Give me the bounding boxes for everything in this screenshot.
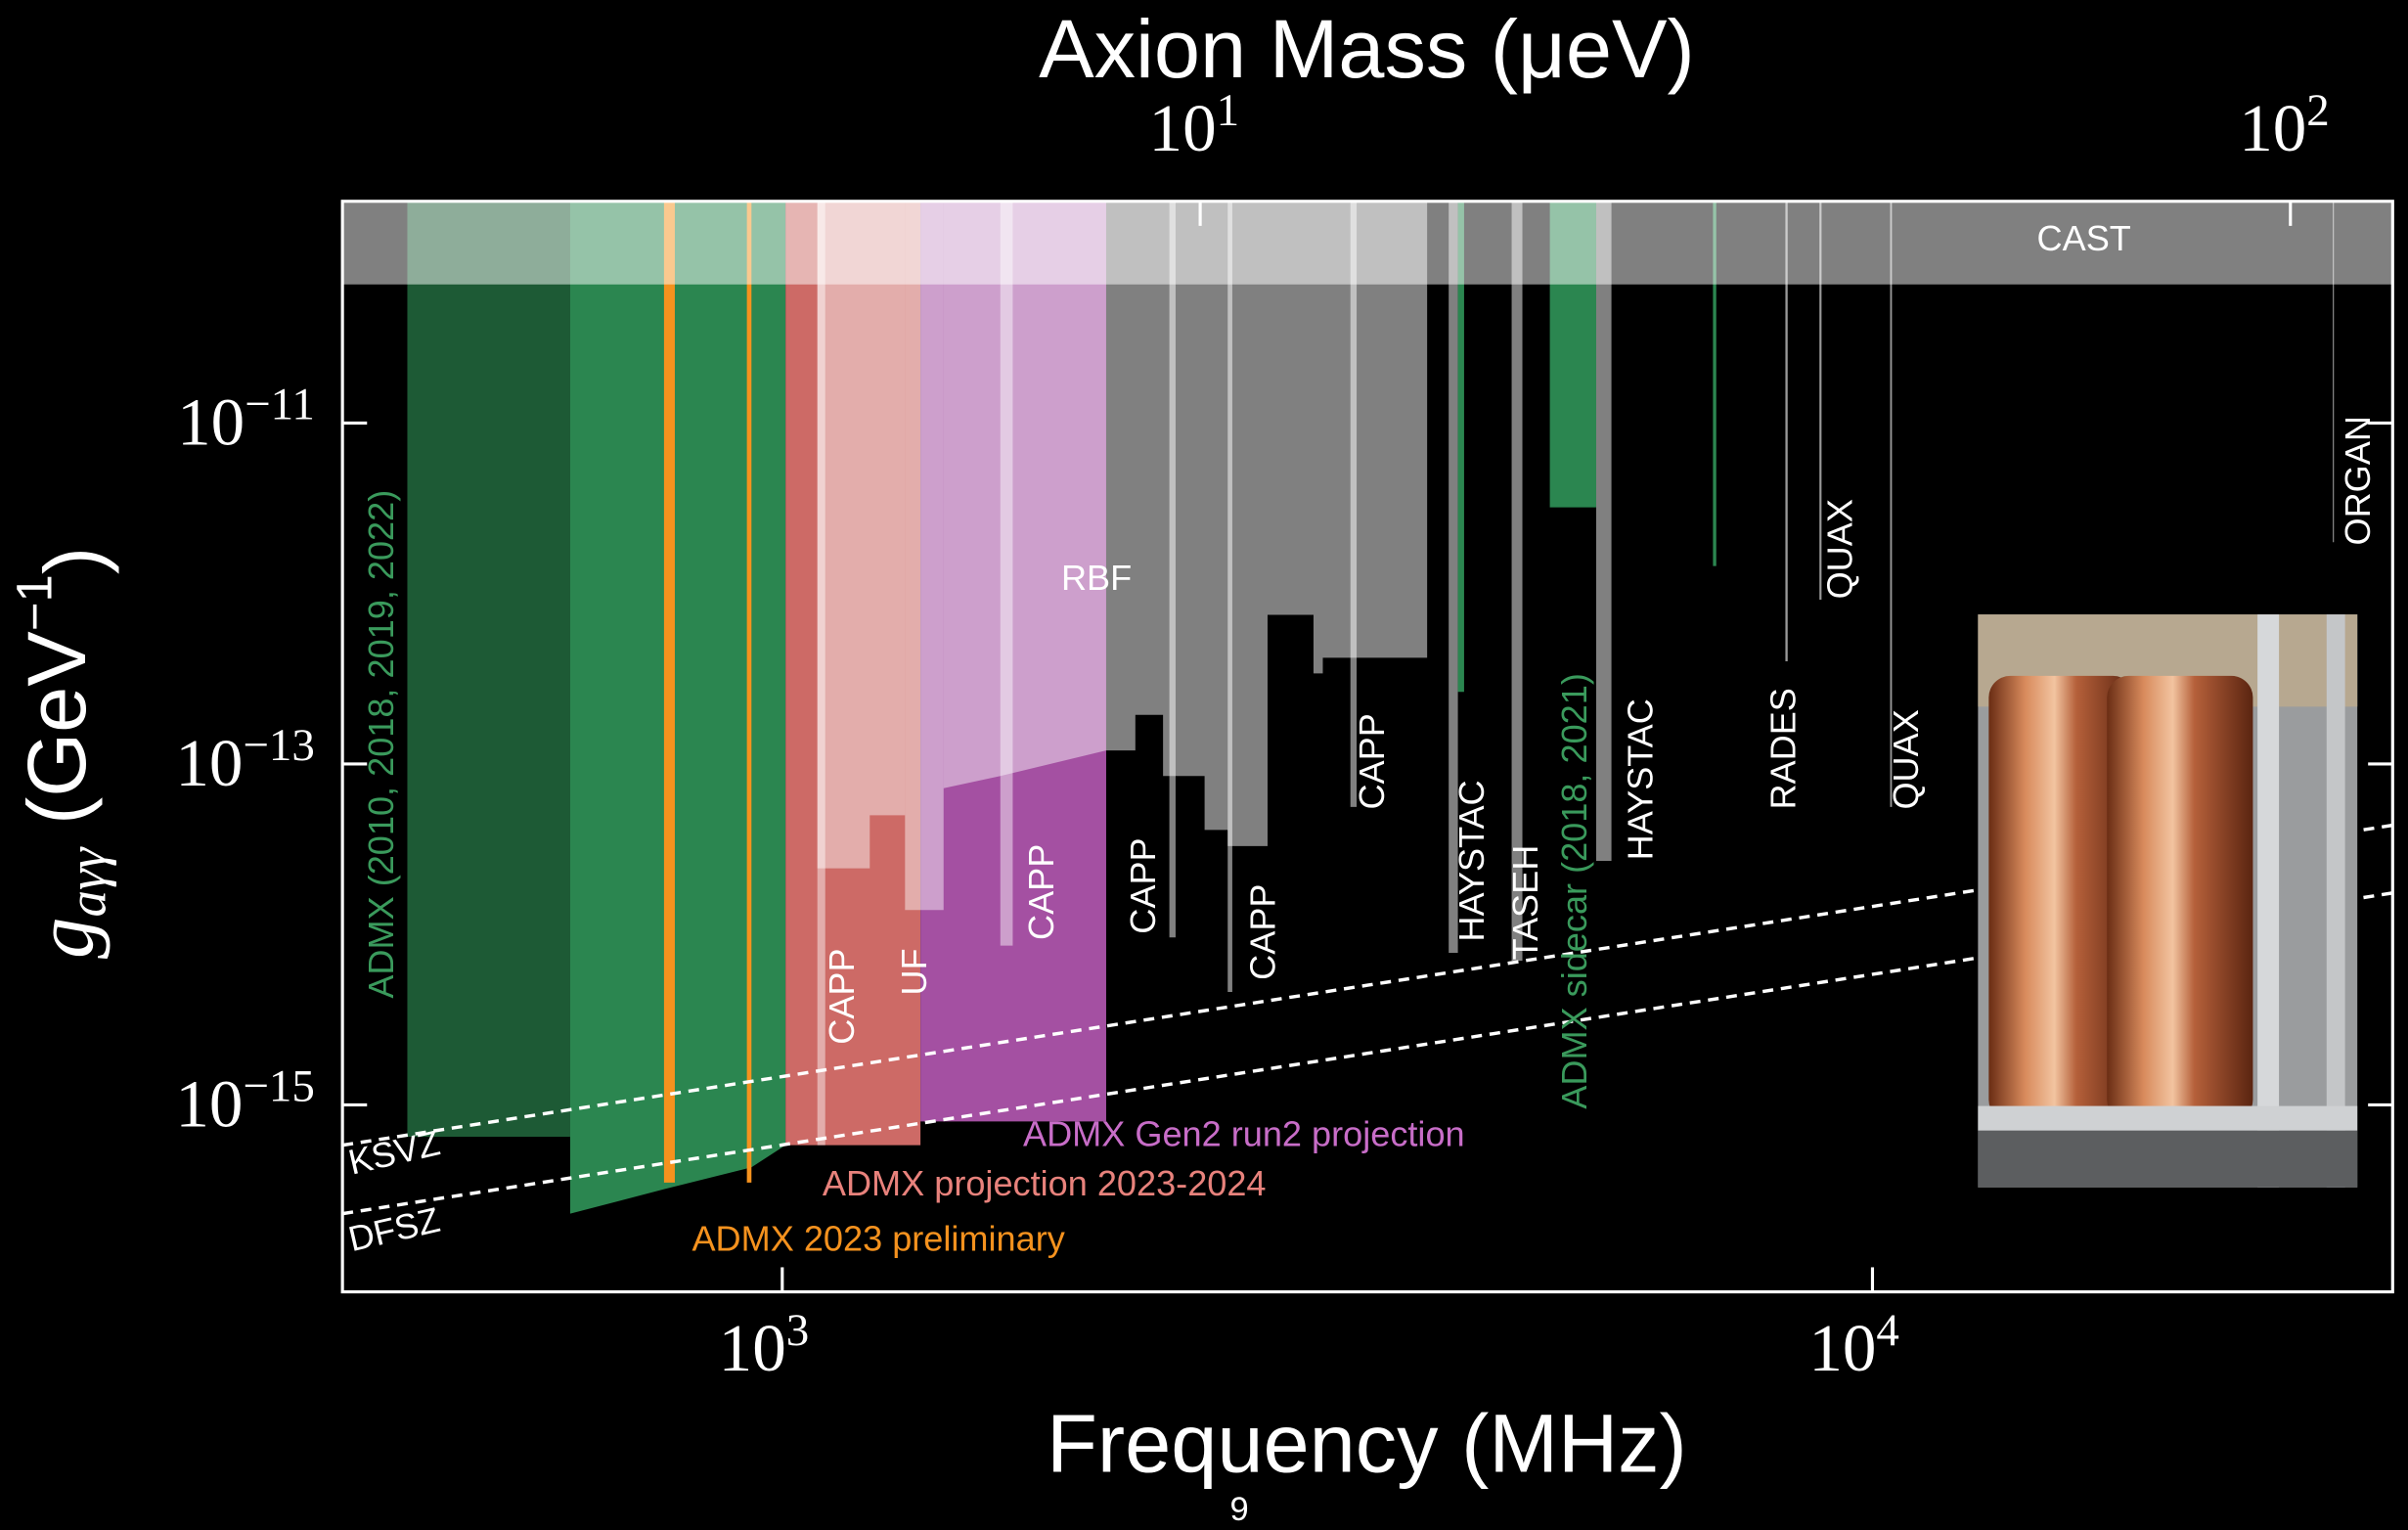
inset-photo <box>1978 614 2357 1188</box>
region-label: ORGAN <box>2338 416 2378 545</box>
page-number: 9 <box>1230 1491 1249 1528</box>
region-label: UF <box>894 948 934 995</box>
exclusion-region <box>1001 202 1013 946</box>
exclusion-region <box>664 202 675 1183</box>
region-label: CAPP <box>1242 883 1282 979</box>
region-label: ADMX projection 2023-2024 <box>823 1163 1267 1203</box>
region-label: RADES <box>1763 688 1804 809</box>
region-label: HAYSTAC <box>1451 780 1492 941</box>
x-axis-title: Frequency (MHz) <box>1047 1397 1687 1490</box>
exclusion-region <box>818 202 906 869</box>
exclusion-region <box>407 202 570 1137</box>
region-label: CAPP <box>822 948 862 1044</box>
region-label: ADMX Gen2 run2 projection <box>1023 1114 1465 1154</box>
region-label: ADMX (2010, 2018, 2019, 2022) <box>361 490 401 999</box>
region-label: RBF <box>1061 558 1132 598</box>
region-label: ADMX sidecar (2018, 2021) <box>1554 673 1594 1109</box>
exclusion-region <box>905 202 943 911</box>
photo-floor <box>1978 1131 2357 1188</box>
exclusion-region <box>1170 202 1176 938</box>
frame-post <box>2257 614 2279 1188</box>
page: Axion Mass (μeV) Frequency (MHz) gaγγ (G… <box>0 0 2408 1530</box>
exclusion-region <box>1227 202 1232 992</box>
exclusion-region <box>944 202 1106 788</box>
region-label: ADMX 2023 preliminary <box>691 1218 1064 1258</box>
region-label: QUAX <box>1886 709 1926 809</box>
region-label: TASEH <box>1505 845 1545 961</box>
exclusion-region <box>570 202 785 1214</box>
frame-post <box>2327 614 2345 1188</box>
region-label: CAST <box>2037 218 2131 258</box>
exclusion-region <box>747 202 752 1183</box>
region-label: CAPP <box>1021 844 1061 940</box>
region-label: CAPP <box>1352 713 1392 809</box>
region-label: HAYSTAC <box>1621 698 1661 860</box>
chart: Axion Mass (μeV) Frequency (MHz) gaγγ (G… <box>0 0 2408 1530</box>
cavity <box>2107 676 2252 1121</box>
exclusion-region <box>1596 202 1612 861</box>
frame-rail <box>1978 1106 2357 1131</box>
region-label: QUAX <box>1820 499 1860 599</box>
x2-axis-title: Axion Mass (μeV) <box>1039 2 1695 95</box>
region-label: CAPP <box>1123 837 1163 933</box>
